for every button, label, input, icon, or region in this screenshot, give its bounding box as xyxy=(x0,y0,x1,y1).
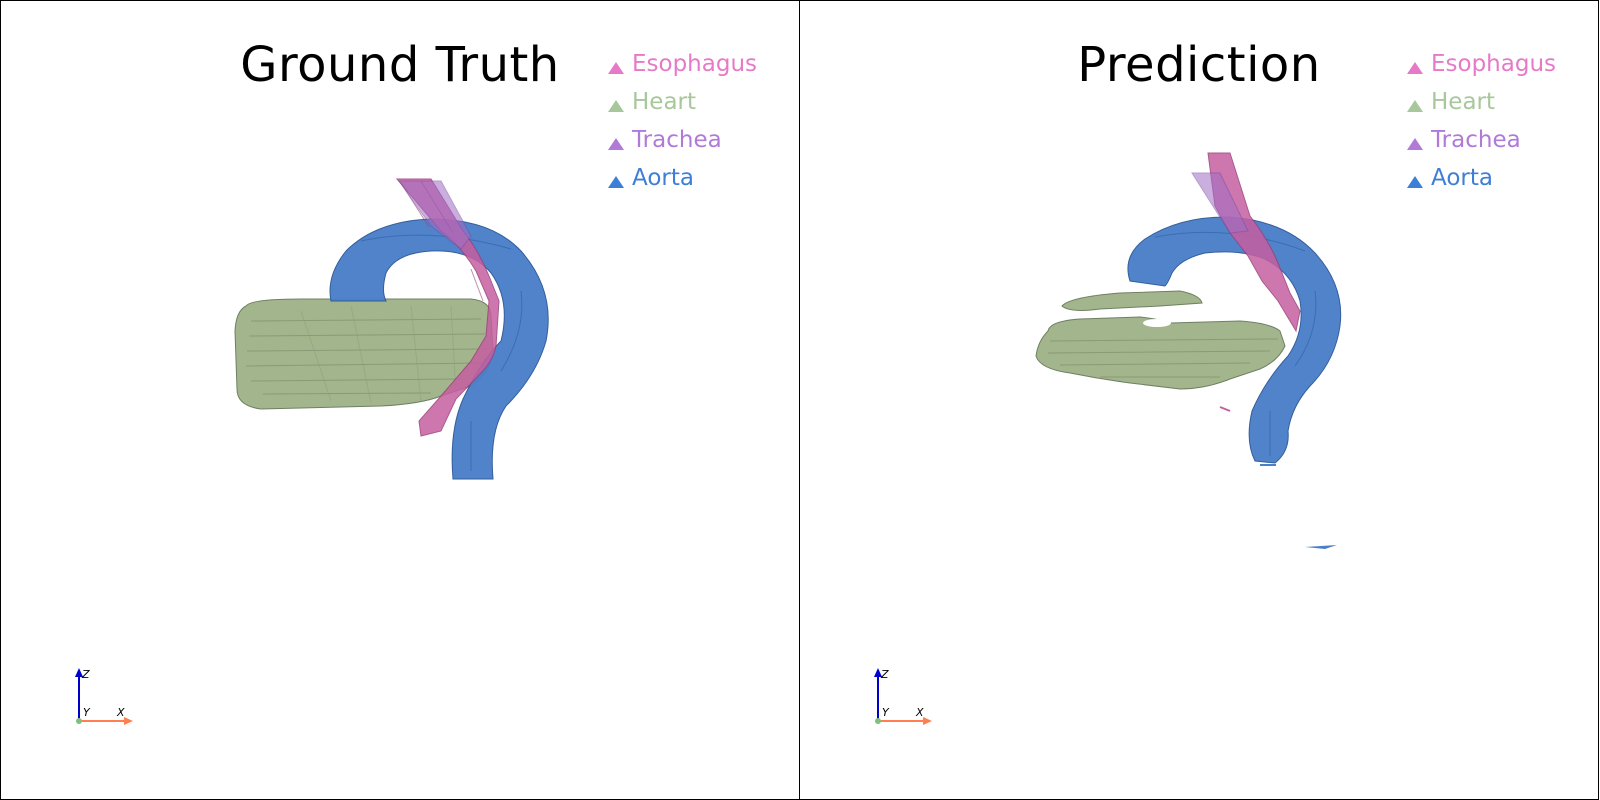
heart-mesh xyxy=(234,298,494,410)
legend-label: Heart xyxy=(1431,89,1496,115)
triangle-marker-icon xyxy=(1407,100,1423,112)
triangle-marker-icon xyxy=(608,138,624,150)
prediction-panel: Prediction Esophagus Heart Trachea Aorta xyxy=(799,0,1599,800)
legend-item-aorta: Aorta xyxy=(608,159,757,197)
heart-gap xyxy=(1143,319,1171,327)
y-axis-origin-icon xyxy=(875,718,881,724)
trachea-mesh xyxy=(1191,172,1249,234)
z-axis-arrow-icon xyxy=(75,668,83,677)
triangle-marker-icon xyxy=(1407,176,1423,188)
aorta-fragment xyxy=(1305,545,1337,549)
x-axis-arrow-icon xyxy=(923,717,932,725)
z-axis-label: Z xyxy=(81,668,90,681)
legend-item-heart: Heart xyxy=(608,83,757,121)
x-axis-label: X xyxy=(915,706,924,719)
y-axis-label: Y xyxy=(83,706,91,719)
triangle-marker-icon xyxy=(1407,138,1423,150)
panel-title: Ground Truth xyxy=(240,37,560,93)
x-axis-arrow-icon xyxy=(124,717,133,725)
orientation-axes: Z Y X xyxy=(75,668,133,725)
legend-label: Aorta xyxy=(1431,165,1493,191)
z-axis-arrow-icon xyxy=(874,668,882,677)
legend-item-aorta: Aorta xyxy=(1407,159,1556,197)
triangle-marker-icon xyxy=(608,176,624,188)
legend-label: Esophagus xyxy=(632,51,758,77)
legend: Esophagus Heart Trachea Aorta xyxy=(608,45,757,197)
legend-label: Trachea xyxy=(632,127,722,153)
x-axis-label: X xyxy=(116,706,125,719)
heart-mesh xyxy=(1035,290,1286,390)
legend-label: Trachea xyxy=(1431,127,1521,153)
legend-item-heart: Heart xyxy=(1407,83,1556,121)
legend-item-esophagus: Esophagus xyxy=(1407,45,1556,83)
legend-item-esophagus: Esophagus xyxy=(608,45,757,83)
triangle-marker-icon xyxy=(608,100,624,112)
triangle-marker-icon xyxy=(608,62,624,74)
y-axis-label: Y xyxy=(882,706,890,719)
z-axis-label: Z xyxy=(880,668,889,681)
legend-label: Esophagus xyxy=(1431,51,1557,77)
legend-label: Heart xyxy=(632,89,697,115)
panel-title: Prediction xyxy=(1077,37,1321,93)
legend-label: Aorta xyxy=(632,165,694,191)
3d-scene[interactable] xyxy=(1,1,799,799)
triangle-marker-icon xyxy=(1407,62,1423,74)
legend: Esophagus Heart Trachea Aorta xyxy=(1407,45,1556,197)
legend-item-trachea: Trachea xyxy=(1407,121,1556,159)
trachea-mesh xyxy=(398,180,472,250)
ground-truth-panel: Ground Truth Esophagus Heart Trachea Aor… xyxy=(0,0,800,800)
orientation-axes: Z Y X xyxy=(874,668,932,725)
y-axis-origin-icon xyxy=(76,718,82,724)
3d-scene[interactable] xyxy=(800,1,1598,799)
legend-item-trachea: Trachea xyxy=(608,121,757,159)
